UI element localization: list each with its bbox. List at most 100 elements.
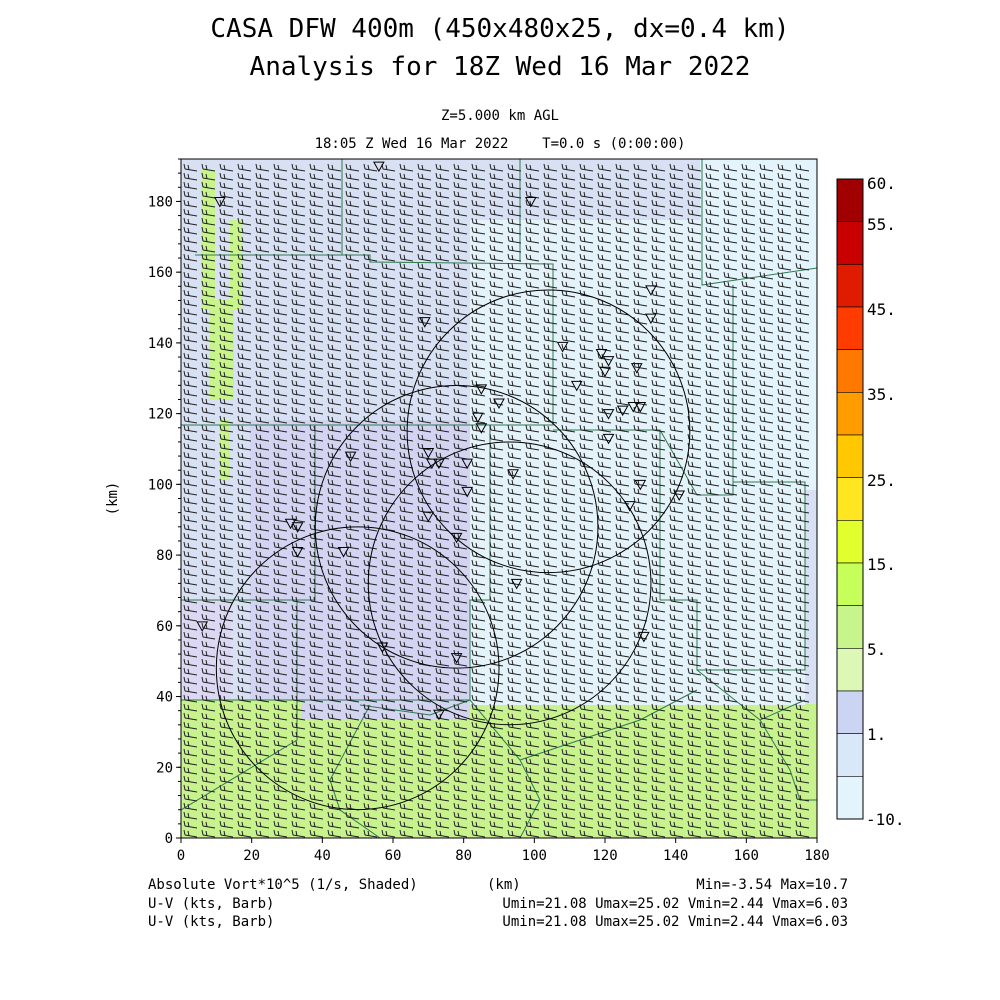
y-tick-label: 20 [156,760,173,776]
wind-barb [327,676,342,685]
wind-barb [237,658,252,667]
wind-barb [777,640,792,649]
wind-barb [183,307,198,316]
wind-barb [471,469,486,478]
wind-barb [543,217,558,226]
wind-barb [651,649,666,658]
wind-barb [777,487,792,496]
wind-barb [669,694,684,703]
wind-barb [579,172,594,181]
wind-barb [471,685,486,694]
wind-barb [507,568,522,577]
wind-barb [201,370,216,379]
wind-barb [579,298,594,307]
wind-barb [687,190,702,199]
wind-barb [705,388,720,397]
wind-barb [615,424,630,433]
wind-barb [327,172,342,181]
wind-barb [597,253,612,262]
wind-barb [309,172,324,181]
x-tick-label: 60 [385,848,402,864]
wind-barb [669,406,684,415]
wind-barb [327,469,342,478]
wind-barb [759,487,774,496]
wind-barb [471,244,486,253]
wind-barb [633,262,648,271]
wind-barb [543,163,558,172]
wind-barb [291,271,306,280]
wind-barb [489,235,504,244]
wind-barb [561,253,576,262]
wind-barb [597,199,612,208]
wind-barb [705,496,720,505]
wind-barb [309,712,324,721]
wind-barb [597,613,612,622]
wind-barb [687,613,702,622]
wind-barb [597,658,612,667]
wind-barb [345,505,360,514]
wind-barb [759,622,774,631]
wind-barb [291,622,306,631]
wind-barb [471,352,486,361]
wind-barb [633,721,648,730]
wind-barb [291,487,306,496]
wind-barb [777,613,792,622]
wind-barb [417,406,432,415]
wind-barb [489,748,504,757]
wind-barb [543,514,558,523]
wind-barb [543,676,558,685]
wind-barb [597,433,612,442]
wind-barb [687,631,702,640]
wind-barb [417,235,432,244]
wind-barb [651,343,666,352]
wind-barb [777,235,792,244]
wind-barb [201,442,216,451]
wind-barb [201,280,216,289]
colorbar-segment [836,776,864,820]
wind-barb [687,514,702,523]
wind-barb [237,613,252,622]
wind-barb [597,487,612,496]
wind-barb [363,451,378,460]
wind-barb [399,298,414,307]
wind-barb [507,172,522,181]
wind-barb [237,181,252,190]
wind-barb [633,685,648,694]
wind-barb [579,361,594,370]
wind-barb [237,352,252,361]
wind-barb [561,334,576,343]
wind-barb [615,172,630,181]
wind-barb [309,424,324,433]
wind-barb [201,298,216,307]
wind-barb [183,352,198,361]
wind-barb [309,667,324,676]
wind-barb [687,181,702,190]
wind-barb [741,460,756,469]
wind-barb [705,415,720,424]
wind-barb [759,577,774,586]
wind-barb [561,469,576,478]
wind-barb [507,640,522,649]
wind-barb [309,469,324,478]
wind-barb [777,325,792,334]
wind-barb [777,388,792,397]
wind-barb [381,442,396,451]
wind-barb [183,712,198,721]
wind-barb [651,199,666,208]
wind-barb [273,658,288,667]
wind-barb [687,748,702,757]
wind-barb [525,388,540,397]
wind-barb [723,388,738,397]
wind-barb [363,469,378,478]
wind-barb [525,640,540,649]
wind-barb [237,307,252,316]
wind-barb [201,694,216,703]
wind-barb [201,388,216,397]
wind-barb [705,667,720,676]
wind-barb [687,586,702,595]
wind-barb [327,442,342,451]
wind-barb [237,712,252,721]
wind-barb [381,685,396,694]
wind-barb [579,478,594,487]
wind-barb [273,208,288,217]
